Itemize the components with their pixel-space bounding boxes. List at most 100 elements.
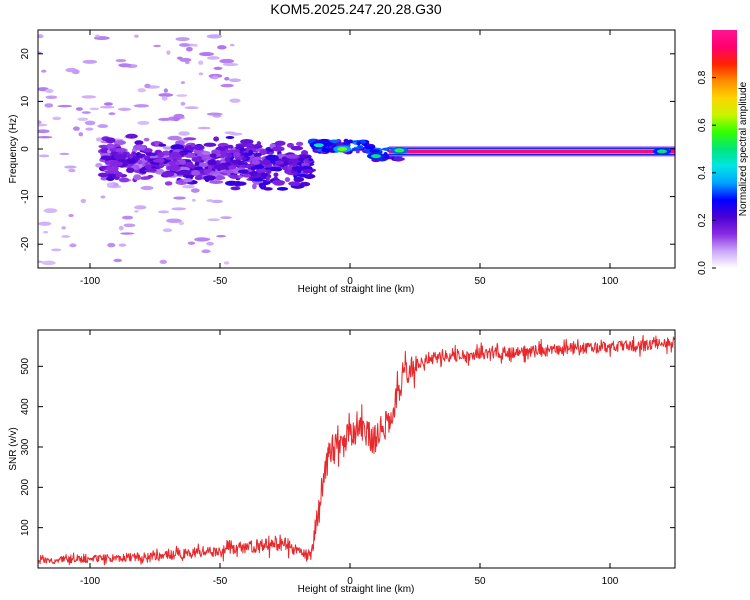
heatmap-noise-cell [105,165,119,172]
heatmap-noise-cell [71,69,80,75]
heatmap-noise-cell [253,156,263,161]
heatmap-noise-cell [261,159,271,166]
heatmap-noise-cell [194,162,200,167]
heatmap-noise-cell [194,166,203,170]
heatmap-transition-cell [351,147,360,151]
heatmap-noise-cell [64,165,77,169]
snr-x-axis-label: Height of straight line (km) [298,584,415,595]
heatmap-noise-cell [213,163,228,170]
heatmap-noise-cell [213,66,223,71]
heatmap-noise-cell [110,160,124,167]
heatmap-noise-cell [211,75,219,80]
heatmap-bright-spot [337,147,348,151]
heatmap-noise-cell [217,45,227,50]
heatmap-noise-cell [166,50,171,55]
heatmap-noise-cell [272,146,285,152]
heatmap-noise-cell [198,60,204,65]
heatmap-noise-cell [207,159,217,166]
heatmap-noise-cell [173,116,180,122]
heatmap-noise-cell [190,188,200,193]
heatmap-noise-cell [177,169,191,176]
heatmap-noise-cell [293,176,305,183]
heatmap-noise-cell [113,140,126,146]
heatmap-noise-cell [38,120,42,125]
heatmap-noise-cell [255,168,268,173]
heatmap-noise-cell [182,174,195,179]
heatmap-noise-cell [222,170,235,174]
heatmap-noise-cell [251,160,260,165]
heatmap-noise-cell [125,133,138,139]
heatmap-noise-cell [271,180,286,185]
heatmap-noise-cell [223,154,228,158]
heatmap-noise-cell [252,183,257,190]
colorbar-tick-label: 0.6 [697,118,708,132]
heatmap-noise-cell [171,207,187,211]
heatmap-y-ticks: -20 -10 0 10 20 [20,48,675,251]
snr-x-tick-label: 0 [347,576,353,587]
snr-y-tick-label: 200 [20,479,31,496]
heatmap-noise-cell [38,34,44,39]
heatmap-noise-cell [248,149,253,155]
heatmap-noise-cell [73,126,80,131]
heatmap-noise-cell [259,149,267,156]
heatmap-noise-cell [105,137,116,144]
heatmap-noise-cell [147,174,154,179]
heatmap-noise-cell [227,144,234,149]
heatmap-noise-cell [273,176,278,181]
heatmap-noise-cell [100,155,112,160]
heatmap-noise-cell [163,150,170,156]
heatmap-noise-cell [201,249,211,254]
heatmap-noise-cell [84,120,96,126]
heatmap-noise-cell [118,243,127,247]
heatmap-noise-cell [184,161,194,167]
heatmap-noise-cell [206,199,214,202]
heatmap-noise-cell [113,258,123,263]
heatmap-noise-cell [45,88,54,93]
heatmap-noise-cell [178,151,189,156]
heatmap-noise-cell [178,131,190,136]
heatmap-noise-cell [158,210,170,214]
heatmap-noise-cell [113,153,128,160]
heatmap-noise-cell [176,94,188,97]
heatmap-y-tick-label: 20 [20,48,31,60]
heatmap-noise-cell [121,215,134,220]
heatmap-noise-cell [224,157,231,163]
heatmap-noise-cell [197,126,211,130]
heatmap-transition-cell [369,149,381,153]
heatmap-noise-cell [154,140,160,147]
colorbar-tick-label: 0.0 [697,261,708,275]
heatmap-noise-cell [254,143,260,150]
heatmap-noise-cell [142,148,153,153]
heatmap-noise-cell [191,170,200,176]
heatmap-noise-cell [175,37,190,42]
heatmap-transition-cell [392,157,405,162]
heatmap-noise-cell [38,221,52,226]
heatmap-noise-cell [125,158,136,164]
heatmap-noise-cell [225,180,239,186]
heatmap-noise-cell [106,176,115,182]
heatmap-noise-cell [57,104,73,108]
snr-x-tick-label: -50 [213,576,228,587]
snr-x-tick-label: 50 [474,576,486,587]
heatmap-noise-cell [192,43,198,47]
heatmap-noise-cell [198,72,204,76]
heatmap-noise-cell [166,165,181,171]
heatmap-noise-cell [153,44,161,48]
heatmap-noise-cell [261,172,268,178]
heatmap-noise-cell [180,101,186,106]
heatmap-noise-cell [284,177,291,183]
heatmap-noise-cell [173,196,186,200]
heatmap-noise-cell [163,88,168,93]
heatmap-noise-cell [265,154,279,161]
heatmap-noise-cell [77,117,89,122]
heatmap-noise-cell [219,58,235,64]
heatmap-noise-cell [238,148,247,152]
heatmap-noise-cell [97,124,109,129]
heatmap-noise-cell [144,169,157,173]
heatmap-noise-cell [128,153,134,159]
heatmap-noise-cell [81,95,97,99]
heatmap-x-tick-label: 100 [602,276,619,287]
heatmap-noise-cell [161,171,175,177]
heatmap-noise-cell [158,93,174,97]
